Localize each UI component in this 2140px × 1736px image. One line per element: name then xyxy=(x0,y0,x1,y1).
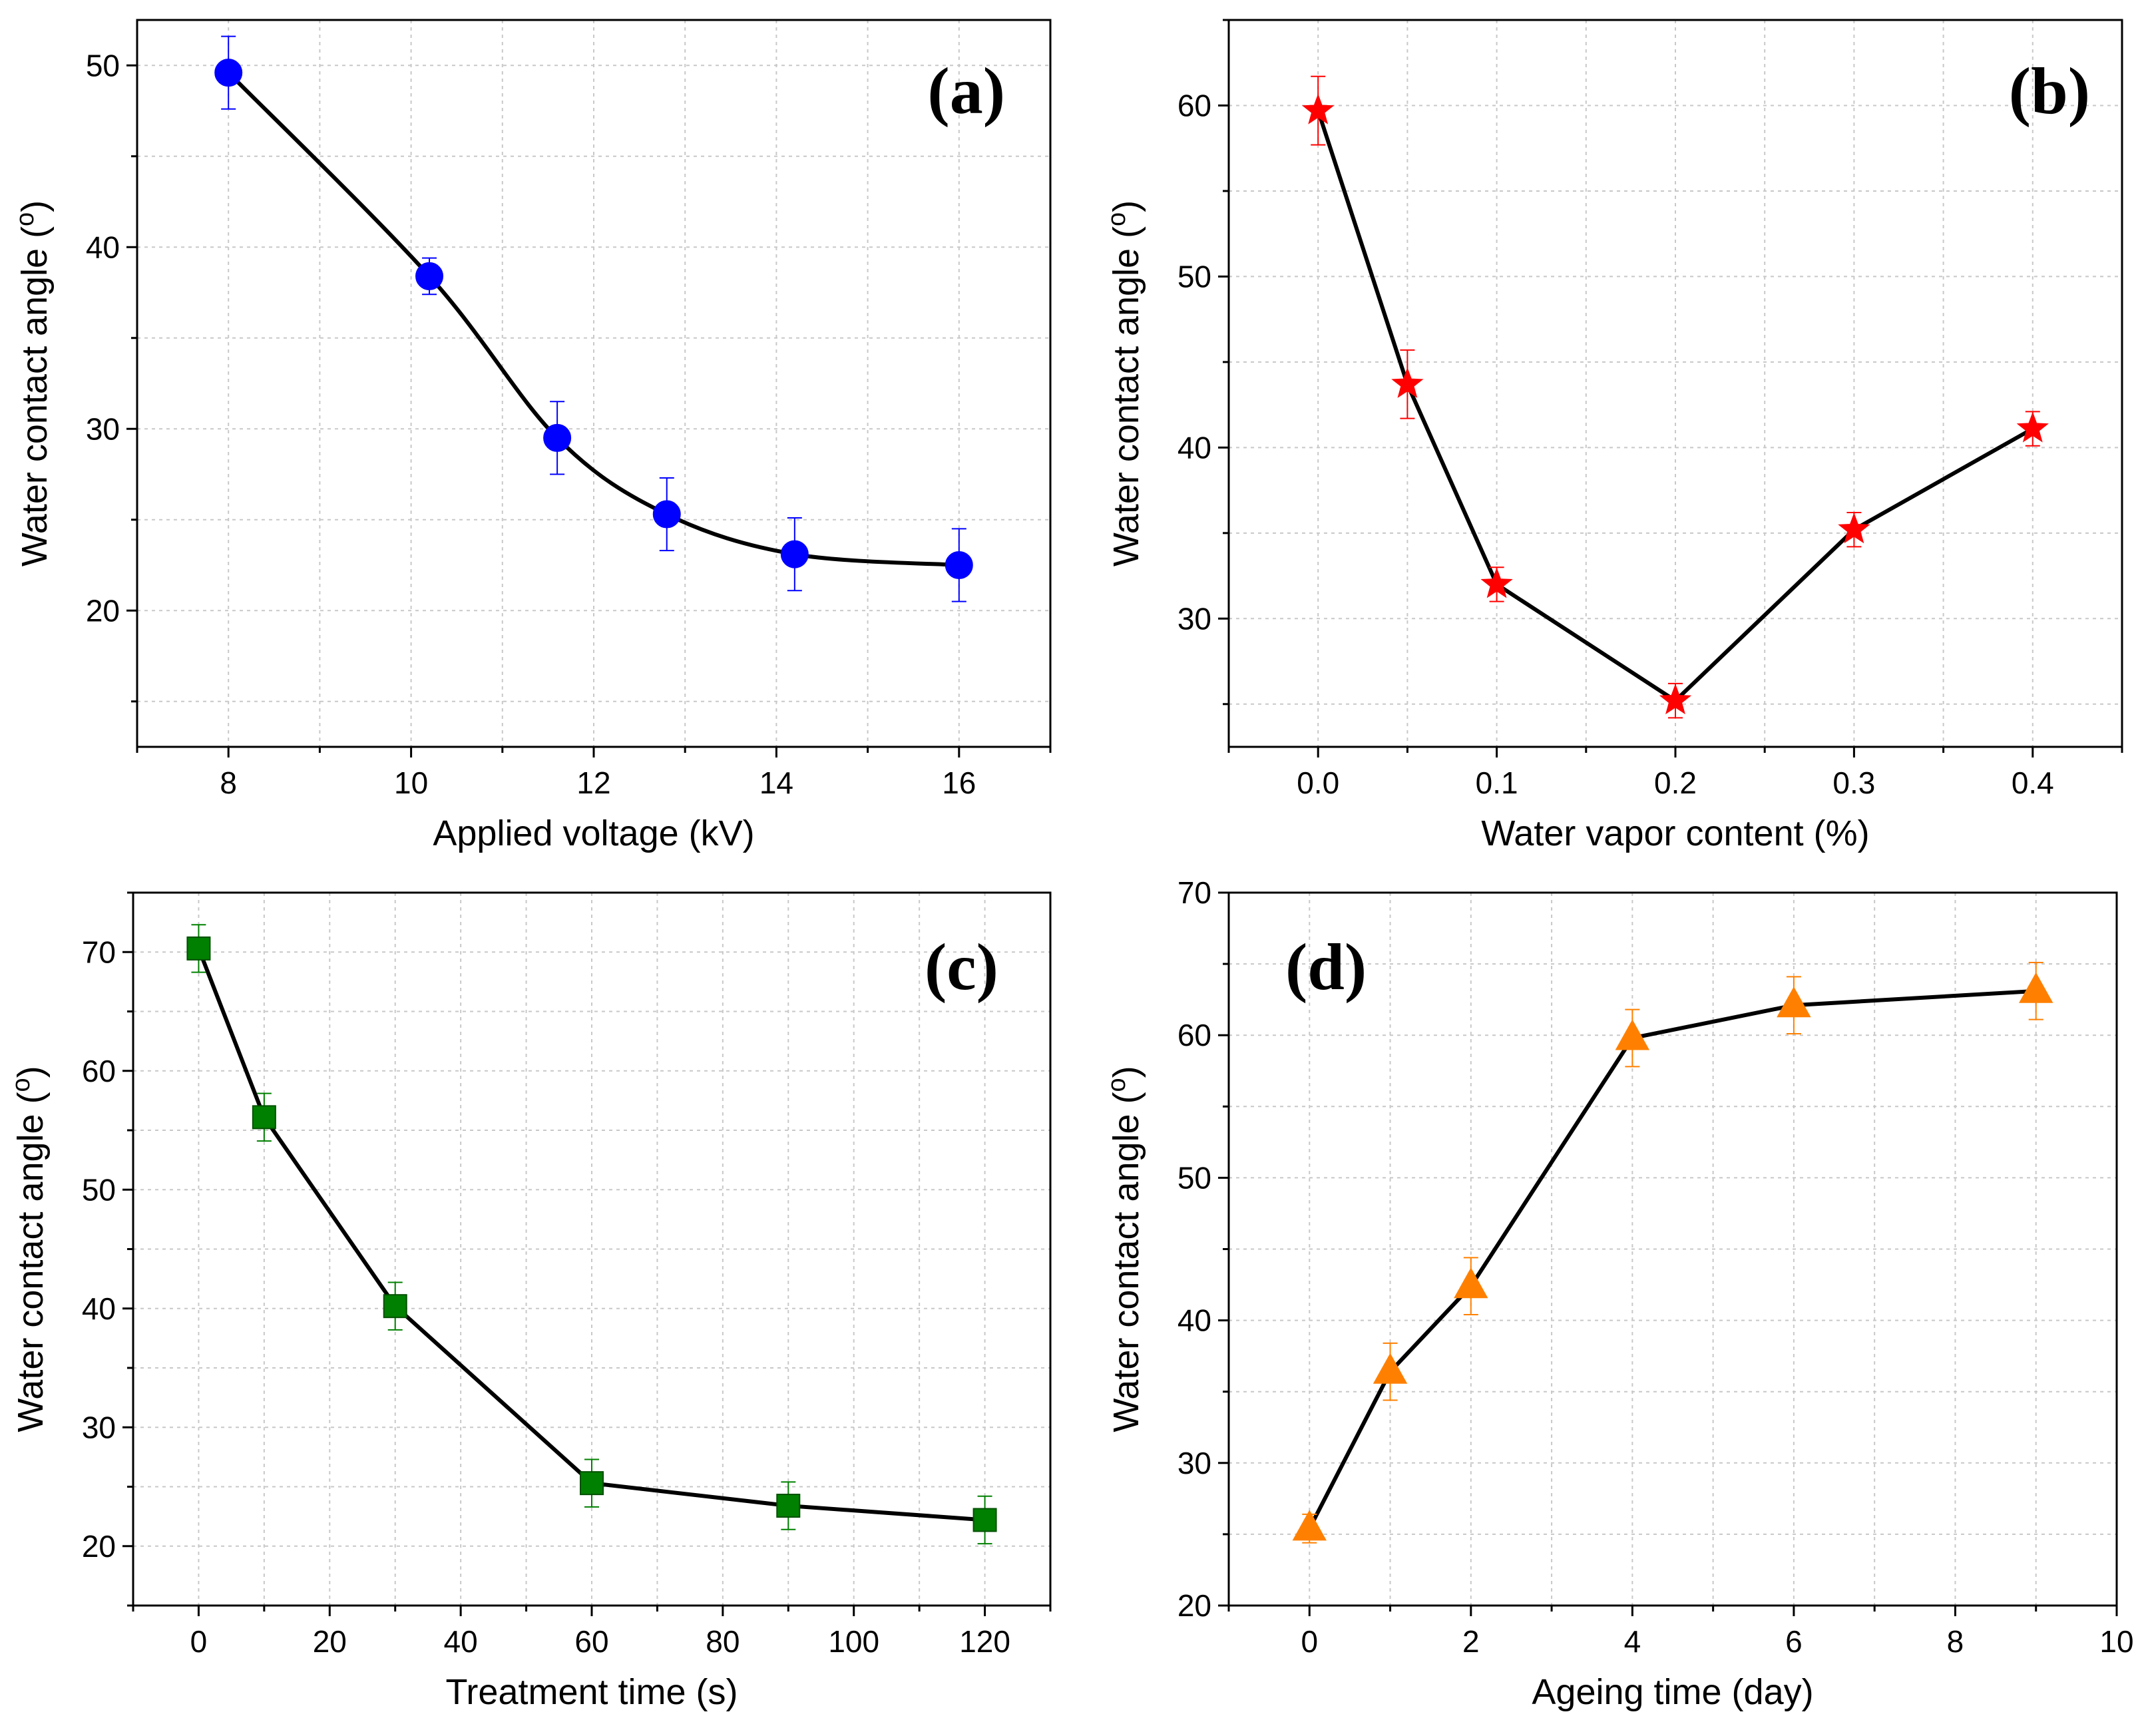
y-tick-label: 20 xyxy=(82,1529,116,1564)
axis-ticks xyxy=(1218,19,2123,758)
y-tick-label: 40 xyxy=(1177,430,1211,465)
x-axis-title: Water vapor content (%) xyxy=(1481,813,1869,853)
y-tick-label: 20 xyxy=(86,593,120,628)
data-series xyxy=(186,924,997,1545)
y-tick-label: 40 xyxy=(86,230,120,264)
x-axis-title: Ageing time (day) xyxy=(1532,1672,1813,1712)
y-tick-label: 50 xyxy=(82,1172,116,1207)
axis-ticks xyxy=(1218,891,2118,1616)
data-point xyxy=(776,1494,801,1518)
y-tick-label: 60 xyxy=(82,1054,116,1088)
data-point xyxy=(652,500,681,529)
axis-ticks xyxy=(122,891,1052,1616)
x-tick-label: 14 xyxy=(759,765,793,800)
y-tick-label: 30 xyxy=(82,1410,116,1444)
y-tick-label: 30 xyxy=(1177,601,1211,636)
grid-lines xyxy=(137,20,1050,747)
data-point xyxy=(186,936,211,961)
data-point xyxy=(1777,986,1811,1018)
data-point xyxy=(252,1105,276,1130)
x-tick-label: 2 xyxy=(1462,1624,1480,1659)
panel-label: (d) xyxy=(1285,930,1367,1004)
series-line xyxy=(196,947,985,1522)
x-tick-label: 0.0 xyxy=(1297,765,1339,800)
axis-ticks xyxy=(126,64,1052,758)
x-axis-title: Applied voltage (kV) xyxy=(433,813,754,853)
x-axis-title: Treatment time (s) xyxy=(445,1672,738,1712)
panel-a: 8 10 12 14 16 20 30 40 50 Applied voltage (kV) Wat… xyxy=(11,19,1052,853)
x-tick-label: 0.1 xyxy=(1476,765,1518,800)
x-tick-label: 0 xyxy=(190,1624,208,1659)
x-tick-label: 120 xyxy=(959,1624,1010,1659)
data-point xyxy=(1480,567,1513,598)
data-point xyxy=(1373,1353,1408,1384)
x-tick-label: 0 xyxy=(1301,1624,1318,1659)
data-point xyxy=(415,262,444,290)
data-point xyxy=(543,423,572,452)
y-axis-title: Water contact angle (o) xyxy=(1103,1066,1146,1432)
y-axis-title: Water contact angle (o) xyxy=(1103,200,1146,566)
x-tick-label: 100 xyxy=(828,1624,879,1659)
series-line xyxy=(1307,988,2036,1530)
data-series xyxy=(1302,75,2049,719)
data-point xyxy=(945,551,973,579)
x-tick-label: 0.3 xyxy=(1832,765,1875,800)
panel-label: (c) xyxy=(925,930,998,1004)
panel-c: 0 20 40 60 80 100 120 20 30 40 50 60 70 Treatment tim… xyxy=(7,891,1052,1712)
panel-b: 0.0 0.1 0.2 0.3 0.4 30 40 50 60 Water vapor conte… xyxy=(1103,19,2123,853)
y-tick-label: 50 xyxy=(86,48,120,83)
grid-lines xyxy=(1229,20,2122,747)
data-point xyxy=(2016,411,2049,443)
data-point xyxy=(780,540,809,568)
panel-d: 0 2 4 6 8 10 20 30 40 50 60 70 Ageing time (day) Wate… xyxy=(1103,875,2134,1712)
x-tick-label: 6 xyxy=(1785,1624,1803,1659)
y-tick-label: 60 xyxy=(1177,1018,1211,1052)
data-point xyxy=(383,1294,407,1319)
panel-label: (b) xyxy=(2009,54,2090,128)
x-tick-label: 60 xyxy=(574,1624,608,1659)
data-point xyxy=(1454,1267,1488,1299)
data-series xyxy=(214,35,973,602)
y-axis-title: Water contact angle (o) xyxy=(7,1066,51,1432)
data-point xyxy=(580,1471,604,1496)
y-tick-label: 40 xyxy=(82,1291,116,1326)
data-series xyxy=(1292,961,2053,1544)
y-tick-label: 70 xyxy=(1177,875,1211,910)
data-point xyxy=(1391,367,1424,398)
data-point xyxy=(972,1508,997,1532)
y-tick-label: 30 xyxy=(86,411,120,446)
data-point xyxy=(214,59,243,87)
y-tick-label: 60 xyxy=(1177,88,1211,122)
data-point xyxy=(1302,93,1335,124)
data-point xyxy=(1659,684,1692,715)
y-tick-label: 30 xyxy=(1177,1446,1211,1480)
panel-label: (a) xyxy=(927,54,1005,128)
x-tick-label: 8 xyxy=(1947,1624,1964,1659)
data-point xyxy=(2019,972,2053,1003)
data-point xyxy=(1292,1510,1327,1541)
x-tick-label: 80 xyxy=(706,1624,740,1659)
x-tick-label: 0.4 xyxy=(2012,765,2054,800)
data-point xyxy=(1615,1019,1650,1050)
x-tick-label: 20 xyxy=(313,1624,347,1659)
x-tick-label: 16 xyxy=(942,765,976,800)
data-point xyxy=(1838,513,1870,544)
y-tick-label: 70 xyxy=(82,935,116,969)
y-tick-label: 20 xyxy=(1177,1588,1211,1623)
grid-lines xyxy=(133,893,1050,1606)
y-tick-label: 50 xyxy=(1177,1160,1211,1195)
x-tick-label: 12 xyxy=(576,765,610,800)
y-tick-label: 40 xyxy=(1177,1303,1211,1338)
y-tick-label: 50 xyxy=(1177,259,1211,294)
x-tick-label: 0.2 xyxy=(1654,765,1697,800)
series-line xyxy=(1316,110,2034,704)
x-tick-label: 4 xyxy=(1624,1624,1641,1659)
x-tick-label: 10 xyxy=(2099,1624,2133,1659)
y-axis-title: Water contact angle (o) xyxy=(11,200,55,566)
x-tick-label: 40 xyxy=(444,1624,478,1659)
x-tick-label: 8 xyxy=(220,765,237,800)
x-tick-label: 10 xyxy=(394,765,428,800)
